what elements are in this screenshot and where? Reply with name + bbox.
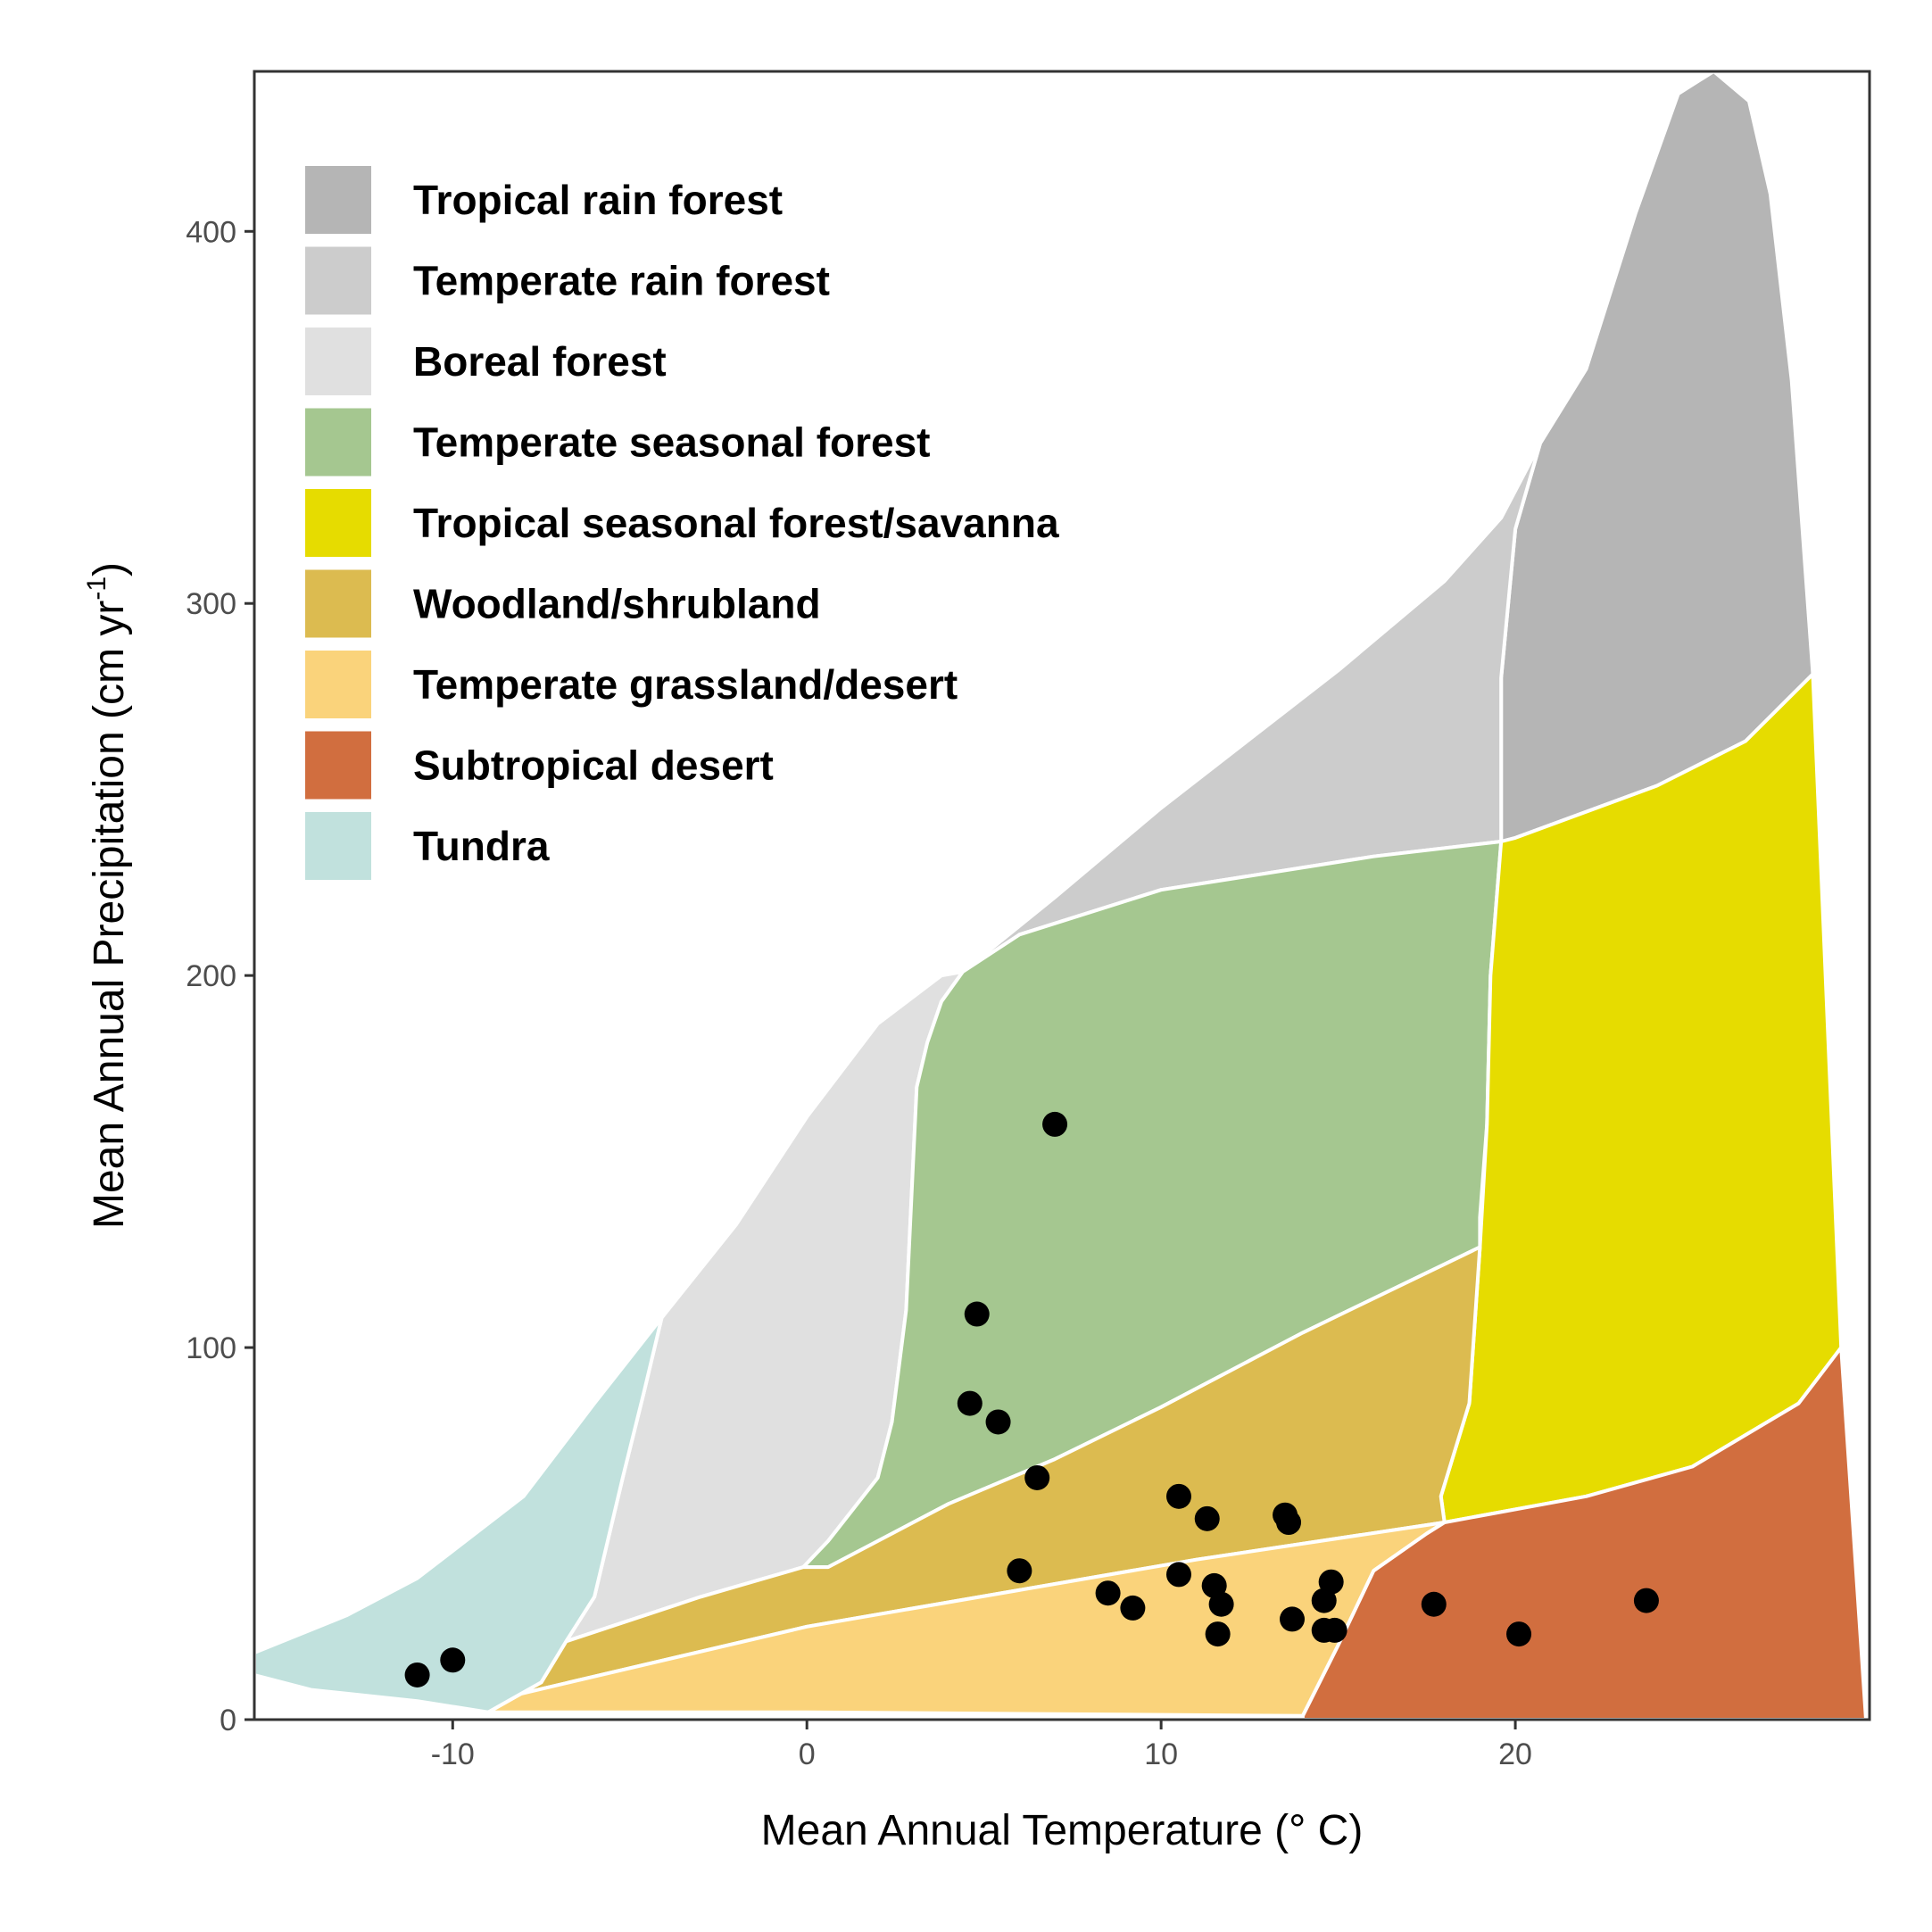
legend-swatch-temperate-seasonal-forest bbox=[305, 408, 371, 477]
legend-label-boreal-forest: Boreal forest bbox=[413, 338, 667, 385]
legend-label-subtropical-desert: Subtropical desert bbox=[413, 742, 774, 789]
data-point bbox=[985, 1409, 1011, 1435]
y-tick-label: 300 bbox=[186, 587, 236, 621]
data-point bbox=[1120, 1595, 1146, 1621]
data-point bbox=[1007, 1558, 1032, 1584]
data-point bbox=[1095, 1580, 1121, 1606]
y-axis-title-superscript: -1 bbox=[82, 576, 112, 601]
data-point bbox=[1633, 1588, 1659, 1613]
data-point bbox=[440, 1647, 466, 1673]
data-point bbox=[1318, 1569, 1344, 1595]
data-point bbox=[1322, 1617, 1347, 1643]
data-point bbox=[404, 1662, 430, 1687]
data-point bbox=[1506, 1621, 1532, 1647]
x-tick-label: 10 bbox=[1144, 1737, 1178, 1771]
legend-label-woodland-shrubland: Woodland/shrubland bbox=[413, 581, 821, 627]
y-tick-label: 100 bbox=[186, 1331, 236, 1365]
biome-tundra bbox=[254, 1315, 664, 1714]
x-tick-label: -10 bbox=[431, 1737, 475, 1771]
data-point bbox=[1280, 1606, 1306, 1632]
y-axis-title: Mean Annual Precipitation (cm yr-1) bbox=[82, 562, 133, 1229]
legend-swatch-tropical-rain-forest bbox=[305, 166, 371, 234]
biome-regions bbox=[254, 71, 1868, 1720]
data-points bbox=[404, 1111, 1659, 1687]
data-point bbox=[1024, 1464, 1050, 1490]
y-axis-title-main: Mean Annual Precipitation (cm yr bbox=[86, 601, 133, 1229]
data-point bbox=[957, 1390, 983, 1416]
y-tick-label: 200 bbox=[186, 959, 236, 993]
legend-label-tropical-rain-forest: Tropical rain forest bbox=[413, 177, 783, 223]
legend-label-tundra: Tundra bbox=[413, 823, 550, 869]
legend-swatch-woodland-shrubland bbox=[305, 569, 371, 638]
legend-swatch-subtropical-desert bbox=[305, 731, 371, 800]
legend-label-temperate-grassland-desert: Temperate grassland/desert bbox=[413, 661, 958, 708]
legend-label-temperate-rain-forest: Temperate rain forest bbox=[413, 258, 830, 304]
data-point bbox=[1205, 1621, 1231, 1647]
data-point bbox=[1165, 1483, 1191, 1509]
legend-swatch-tundra bbox=[305, 812, 371, 880]
x-axis-title: Mean Annual Temperature (° C) bbox=[761, 1807, 1364, 1854]
data-point bbox=[1194, 1505, 1220, 1531]
legend-swatch-temperate-rain-forest bbox=[305, 246, 371, 315]
biome-subtropical-desert bbox=[1300, 1346, 1868, 1720]
legend-label-temperate-seasonal-forest: Temperate seasonal forest bbox=[413, 419, 931, 466]
plot-border bbox=[253, 70, 1871, 1721]
y-tick-label: 400 bbox=[186, 215, 236, 249]
data-point bbox=[1421, 1591, 1447, 1617]
y-tick-label: 0 bbox=[220, 1704, 236, 1737]
x-tick-label: 0 bbox=[799, 1737, 816, 1771]
legend-swatch-boreal-forest bbox=[305, 328, 371, 395]
x-tick-label: 20 bbox=[1498, 1737, 1532, 1771]
legend-swatch-temperate-grassland-desert bbox=[305, 651, 371, 718]
data-point bbox=[964, 1301, 990, 1327]
legend: Tropical rain forest Temperate rain fores… bbox=[305, 166, 1059, 880]
data-point bbox=[1276, 1510, 1302, 1536]
data-point bbox=[1042, 1111, 1068, 1137]
y-axis-title-close: ) bbox=[86, 562, 133, 576]
legend-swatch-tropical-seasonal-forest-savanna bbox=[305, 489, 371, 557]
legend-label-tropical-seasonal-forest-savanna: Tropical seasonal forest/savanna bbox=[413, 500, 1059, 546]
data-point bbox=[1165, 1562, 1191, 1588]
data-point bbox=[1208, 1591, 1234, 1617]
